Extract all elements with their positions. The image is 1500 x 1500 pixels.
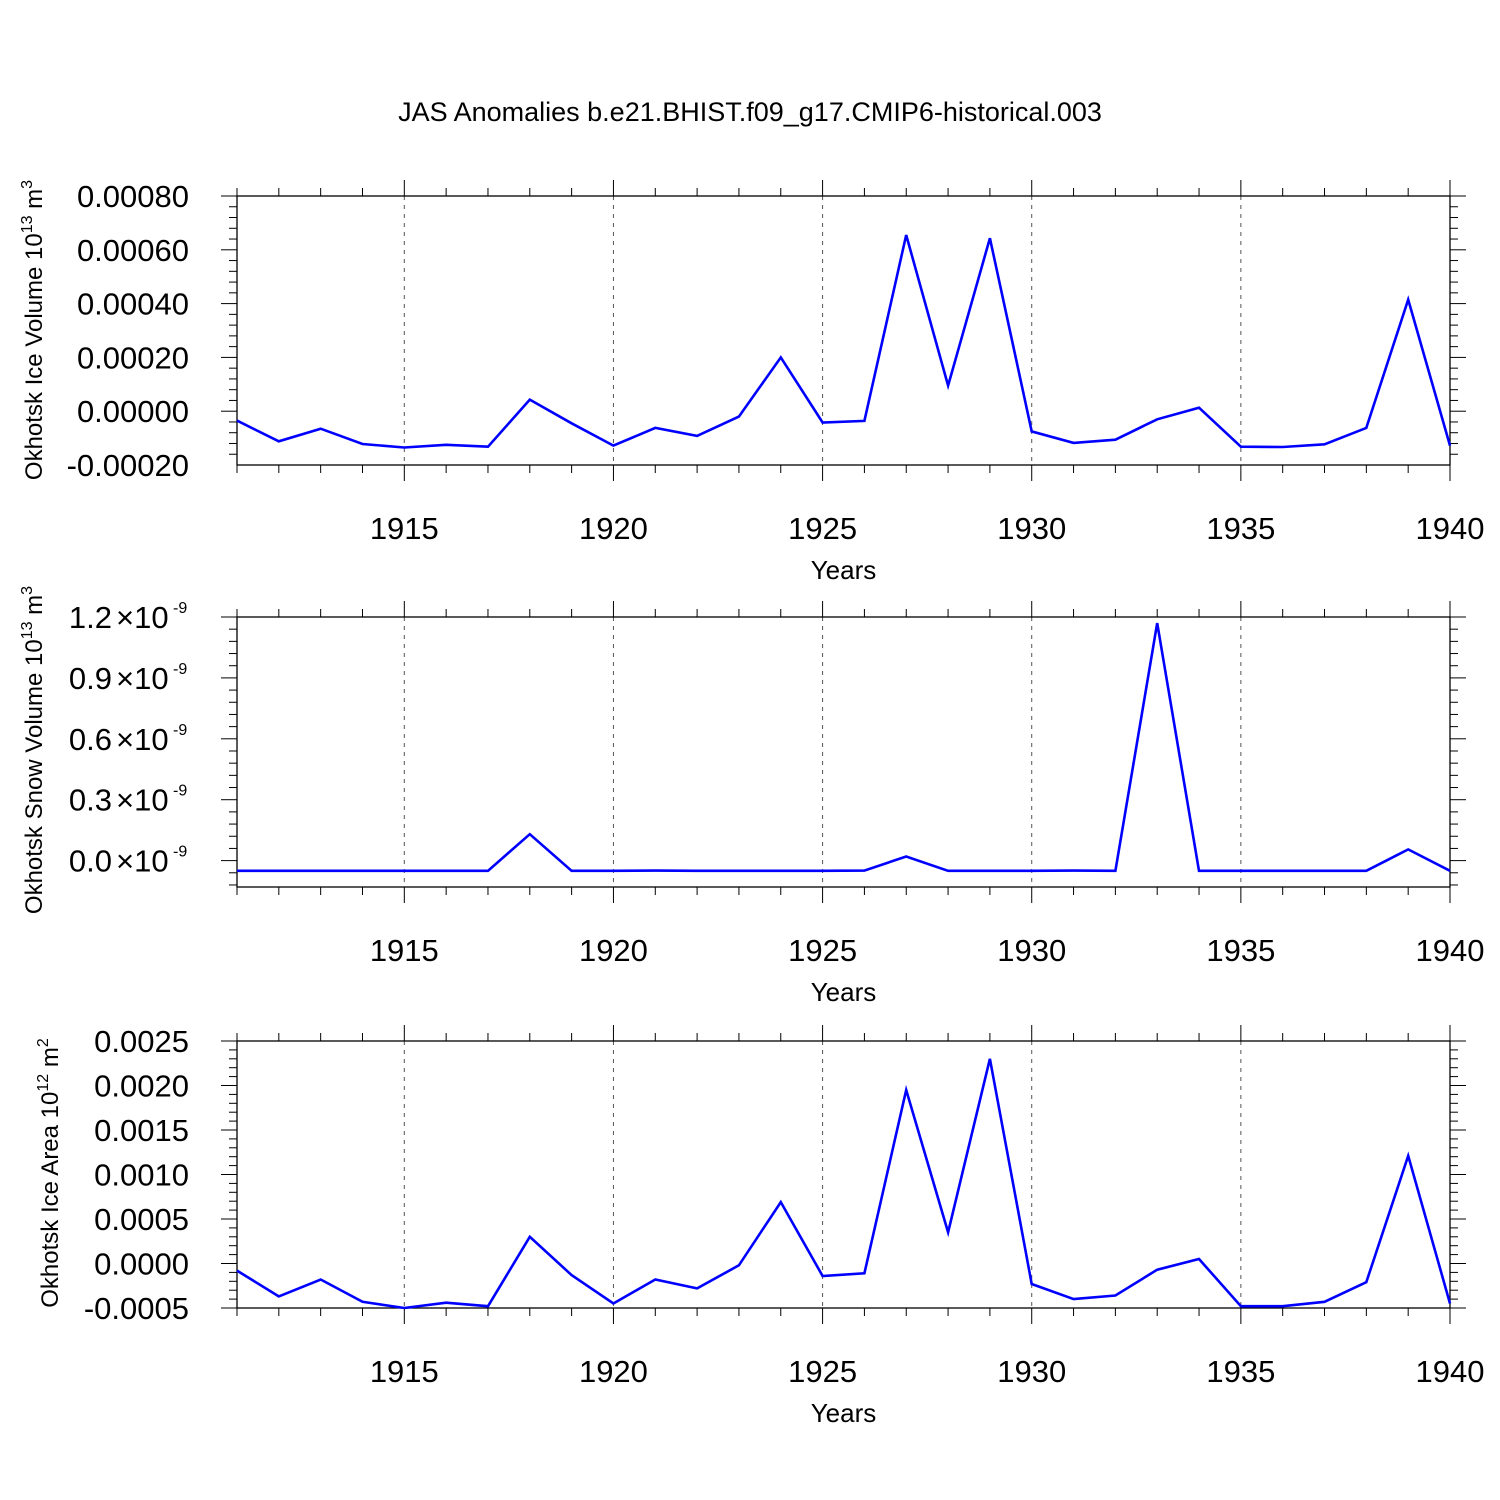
y-tick-label: 0.00080 [77, 179, 189, 214]
y-tick-label: 0.0010 [94, 1158, 189, 1193]
x-tick-label: 1930 [997, 1354, 1066, 1389]
y-tick-sci-exponent: -9 [173, 600, 187, 617]
x-tick-label: 1935 [1206, 1354, 1275, 1389]
plot-frame [236, 1040, 1451, 1309]
x-tick-label: 1920 [579, 511, 648, 546]
y-tick-sci-times: ×10 [116, 600, 169, 635]
y-tick-sci-times: ×10 [116, 722, 169, 757]
x-axis-label: Years [811, 1398, 877, 1428]
series-line [236, 234, 1452, 449]
y-tick-label: 0.9 [69, 661, 112, 696]
x-tick-label: 1915 [370, 511, 439, 546]
y-tick-label: 0.00020 [77, 340, 189, 375]
chart-panel-1: -0.00020 0.00000 0.00020 0.00040 0.00060 0.00… [19, 179, 1484, 585]
x-axis-label: Years [811, 977, 877, 1007]
y-tick-sci-times: ×10 [116, 783, 169, 818]
x-tick-label: 1940 [1416, 1354, 1485, 1389]
x-tick-label: 1925 [788, 511, 857, 546]
y-tick-sci-times: ×10 [116, 661, 169, 696]
y-tick-sci-exponent: -9 [173, 844, 187, 861]
x-tick-label: 1940 [1416, 511, 1485, 546]
x-tick-label: 1935 [1206, 933, 1275, 968]
x-tick-label: 1915 [370, 933, 439, 968]
series-line [236, 1058, 1452, 1310]
panels-group: -0.000200.000000.000200.000400.000600.00… [19, 179, 1484, 1428]
y-tick-label: 0.0020 [94, 1069, 189, 1104]
y-tick-sci-exponent: -9 [173, 661, 187, 678]
y-tick-label: 0.00060 [77, 233, 189, 268]
x-tick-label: 1920 [579, 933, 648, 968]
y-tick-label: 0.6 [69, 722, 112, 757]
y-tick-sci-exponent: -9 [173, 783, 187, 800]
plot-frame [236, 195, 1451, 466]
y-tick-label: 0.0000 [94, 1247, 189, 1282]
x-tick-label: 1930 [997, 511, 1066, 546]
x-tick-label: 1940 [1416, 933, 1485, 968]
x-tick-label: 1915 [370, 1354, 439, 1389]
y-tick-label: 0.3 [69, 783, 112, 818]
y-tick-sci-exponent: -9 [173, 722, 187, 739]
x-tick-label: 1920 [579, 1354, 648, 1389]
x-axis-label: Years [811, 555, 877, 585]
plot-frame [236, 616, 1451, 888]
y-tick-label: -0.0005 [84, 1291, 189, 1326]
chart-panel-3: -0.0005 0.0000 0.0005 0.0010 0.0015 0.0020 0.0… [35, 1024, 1484, 1428]
y-tick-label: -0.00020 [67, 448, 189, 483]
y-axis-label: Okhotsk Ice Area 1012 m2 [35, 1038, 64, 1308]
y-tick-label: 0.00040 [77, 287, 189, 322]
figure-title: JAS Anomalies b.e21.BHIST.f09_g17.CMIP6-… [398, 97, 1102, 127]
y-tick-sci-times: ×10 [116, 844, 169, 879]
y-tick-label: 0.0005 [94, 1202, 189, 1237]
y-axis-label: Okhotsk Ice Volume 1013 m3 [19, 180, 48, 480]
y-tick-label: 0.0025 [94, 1024, 189, 1059]
x-tick-label: 1930 [997, 933, 1066, 968]
y-tick-label: 0.00000 [77, 394, 189, 429]
x-tick-label: 1925 [788, 1354, 857, 1389]
x-tick-label: 1925 [788, 933, 857, 968]
y-axis-label: Okhotsk Snow Volume 1013 m3 [19, 586, 48, 914]
x-tick-label: 1935 [1206, 511, 1275, 546]
y-tick-label: 0.0015 [94, 1113, 189, 1148]
chart-panel-2: 0.0 ×10 -90.3 ×10 -90.6 ×10 -90.9 ×10 -91.2 ×10 -9… [19, 586, 1484, 1007]
series-line [237, 622, 1451, 873]
y-tick-label: 1.2 [69, 600, 112, 635]
y-tick-label: 0.0 [69, 844, 112, 879]
